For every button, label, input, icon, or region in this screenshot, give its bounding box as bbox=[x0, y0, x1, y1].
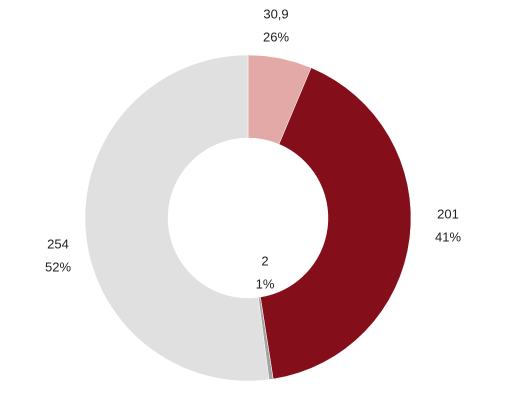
value-label: 30,9 bbox=[263, 6, 288, 21]
value-label: 254 bbox=[47, 236, 69, 251]
value-label: 201 bbox=[437, 206, 459, 221]
donut-segment bbox=[84, 54, 270, 382]
percent-label: 26% bbox=[263, 29, 289, 44]
donut-segment bbox=[260, 67, 412, 380]
percent-label: 1% bbox=[256, 276, 275, 291]
percent-label: 52% bbox=[45, 259, 71, 274]
percent-label: 41% bbox=[435, 229, 461, 244]
value-label: 2 bbox=[261, 253, 268, 268]
